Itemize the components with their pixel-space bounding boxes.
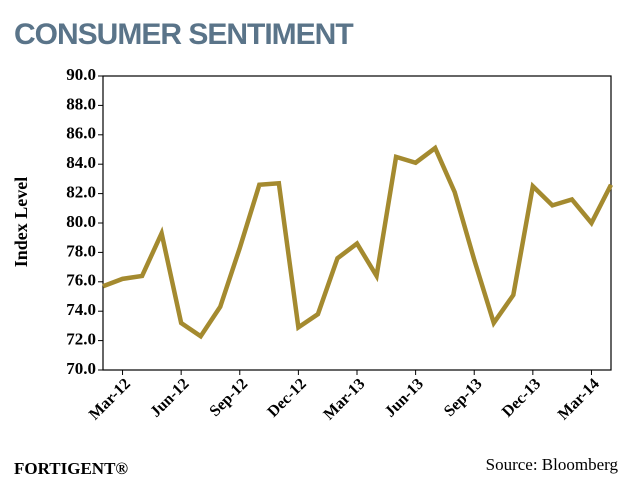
y-tick-label: 74.0 [66, 300, 96, 319]
x-tick-label: Mar-12 [86, 375, 134, 423]
data-line [102, 144, 614, 340]
y-axis-title: Index Level [11, 177, 31, 268]
chart-title: CONSUMER SENTIMENT [14, 18, 353, 51]
y-tick-label: 84.0 [66, 153, 96, 172]
x-tick-label: Jun-13 [382, 375, 427, 420]
y-tick-label: 88.0 [66, 94, 96, 113]
x-tick-label: Mar-14 [555, 375, 603, 423]
x-tick-label: Dec-13 [499, 375, 544, 420]
x-tick-label: Mar-13 [320, 375, 368, 423]
logo: FORTIGENT® [14, 459, 128, 478]
y-tick-label: 80.0 [66, 212, 96, 231]
plot-frame [102, 75, 612, 371]
x-tick-label: Dec-12 [264, 375, 309, 420]
x-tick-label: Jun-12 [147, 375, 192, 420]
y-tick-label: 90.0 [66, 65, 96, 84]
y-tick-label: 72.0 [66, 330, 96, 349]
source: Source: Bloomberg [486, 455, 619, 474]
y-tick-label: 86.0 [66, 124, 96, 143]
y-tick-label: 78.0 [66, 241, 96, 260]
y-tick-label: 76.0 [66, 271, 96, 290]
y-tick-label: 70.0 [66, 359, 96, 378]
x-tick-label: Sep-12 [206, 375, 251, 420]
y-tick-label: 82.0 [66, 183, 96, 202]
x-tick-label: Sep-13 [441, 375, 486, 420]
